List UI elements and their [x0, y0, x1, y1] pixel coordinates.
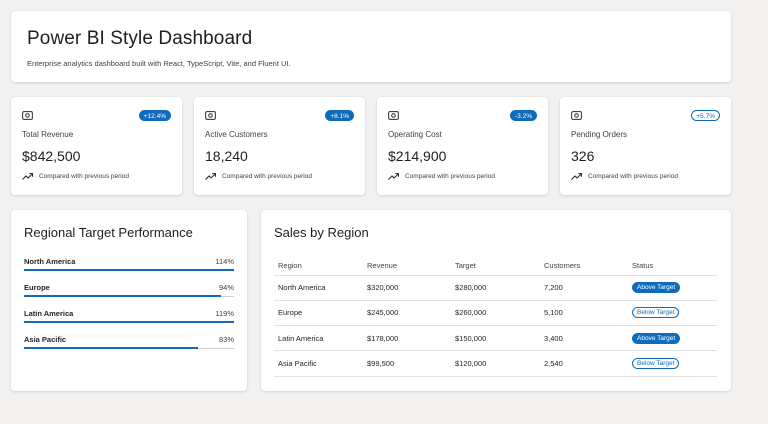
regional-item: Europe 94%: [24, 280, 234, 306]
progress-fill: [24, 321, 234, 323]
page-title: Power BI Style Dashboard: [27, 28, 253, 49]
cell-revenue: $245,000: [363, 300, 451, 327]
kpi-value: 18,240: [205, 148, 248, 164]
column-header-customers[interactable]: Customers: [540, 257, 628, 276]
sales-by-region-panel: Sales by Region Region Revenue Target Cu…: [261, 210, 731, 391]
kpi-card-total-revenue[interactable]: +12.4% Total Revenue $842,500 Compared w…: [11, 97, 182, 195]
kpi-title: Pending Orders: [571, 130, 628, 139]
table-row[interactable]: Asia Pacific $99,500 $120,000 2,540 Belo…: [274, 350, 717, 377]
cell-target: $280,000: [451, 275, 540, 301]
status-badge: Below Target: [632, 307, 680, 319]
trend-up-icon: [205, 173, 216, 180]
column-header-status[interactable]: Status: [628, 257, 717, 276]
status-badge: Above Target: [632, 282, 681, 294]
kpi-footnote: Compared with previous period: [405, 173, 495, 180]
kpi-footnote: Compared with previous period: [222, 173, 312, 180]
trend-up-icon: [22, 173, 33, 180]
regional-item: Latin America 119%: [24, 306, 234, 332]
status-badge: Below Target: [632, 358, 680, 370]
page-subtitle: Enterprise analytics dashboard built wit…: [27, 59, 291, 68]
progress-fill: [24, 295, 222, 297]
kpi-title: Active Customers: [205, 130, 268, 139]
regional-target-panel: Regional Target Performance North Americ…: [11, 210, 247, 391]
progress-fill: [24, 269, 234, 271]
column-header-region[interactable]: Region: [274, 257, 363, 276]
column-header-target[interactable]: Target: [451, 257, 540, 276]
table-row[interactable]: North America $320,000 $280,000 7,200 Ab…: [274, 275, 717, 301]
table-row[interactable]: Latin America $178,000 $150,000 3,400 Ab…: [274, 325, 717, 352]
cell-region: Latin America: [274, 325, 363, 352]
change-badge: +5.7%: [691, 109, 720, 121]
region-name: Latin America: [24, 309, 74, 318]
cell-revenue: $99,500: [363, 350, 451, 377]
dashboard-header: Power BI Style Dashboard Enterprise anal…: [11, 11, 731, 82]
kpi-card-active-customers[interactable]: +8.1% Active Customers 18,240 Compared w…: [194, 97, 365, 195]
region-percent: 94%: [218, 283, 234, 292]
region-name: North America: [24, 257, 76, 266]
region-percent: 83%: [218, 335, 234, 344]
cell-revenue: $178,000: [363, 325, 451, 352]
status-badge: Above Target: [632, 332, 681, 344]
region-name: Asia Pacific: [24, 335, 67, 344]
regional-item: North America 114%: [24, 254, 234, 280]
change-badge: +8.1%: [325, 109, 354, 121]
change-badge: +12.4%: [138, 109, 171, 121]
kpi-title: Total Revenue: [22, 130, 74, 139]
trend-up-icon: [571, 173, 582, 180]
region-name: Europe: [24, 283, 50, 292]
cell-target: $260,000: [451, 300, 540, 327]
cell-customers: 7,200: [540, 275, 628, 301]
cell-status: Below Target: [628, 300, 717, 327]
money-icon: [22, 110, 33, 120]
regional-list: North America 114% Europe 94% Latin Amer…: [24, 254, 234, 358]
panel-title: Sales by Region: [274, 225, 369, 240]
kpi-footnote: Compared with previous period: [588, 173, 678, 180]
panel-title: Regional Target Performance: [24, 225, 193, 240]
cell-target: $120,000: [451, 350, 540, 377]
kpi-value: $214,900: [388, 148, 447, 164]
cell-region: North America: [274, 275, 363, 301]
money-icon: [205, 110, 216, 120]
cell-target: $150,000: [451, 325, 540, 352]
cell-region: Asia Pacific: [274, 350, 363, 377]
kpi-value: 326: [571, 148, 595, 164]
cell-customers: 5,100: [540, 300, 628, 327]
column-header-revenue[interactable]: Revenue: [363, 257, 451, 276]
cell-status: Above Target: [628, 325, 717, 352]
cell-region: Europe: [274, 300, 363, 327]
progress-fill: [24, 347, 199, 349]
kpi-title: Operating Cost: [388, 130, 442, 139]
cell-customers: 3,400: [540, 325, 628, 352]
regional-item: Asia Pacific 83%: [24, 332, 234, 358]
change-badge: -3.2%: [510, 109, 537, 121]
trend-up-icon: [388, 173, 399, 180]
region-percent: 119%: [215, 309, 234, 318]
kpi-footnote: Compared with previous period: [39, 173, 129, 180]
region-percent: 114%: [215, 257, 234, 266]
money-icon: [388, 110, 399, 120]
kpi-card-pending-orders[interactable]: +5.7% Pending Orders 326 Compared with p…: [560, 97, 731, 195]
kpi-value: $842,500: [22, 148, 81, 164]
table-row[interactable]: Europe $245,000 $260,000 5,100 Below Tar…: [274, 300, 717, 327]
cell-revenue: $320,000: [363, 275, 451, 301]
table-header-row: Region Revenue Target Customers Status: [274, 257, 717, 276]
cell-status: Above Target: [628, 275, 717, 301]
cell-customers: 2,540: [540, 350, 628, 377]
sales-table: Region Revenue Target Customers Status N…: [274, 257, 717, 377]
money-icon: [571, 110, 582, 120]
cell-status: Below Target: [628, 350, 717, 377]
kpi-card-operating-cost[interactable]: -3.2% Operating Cost $214,900 Compared w…: [377, 97, 548, 195]
